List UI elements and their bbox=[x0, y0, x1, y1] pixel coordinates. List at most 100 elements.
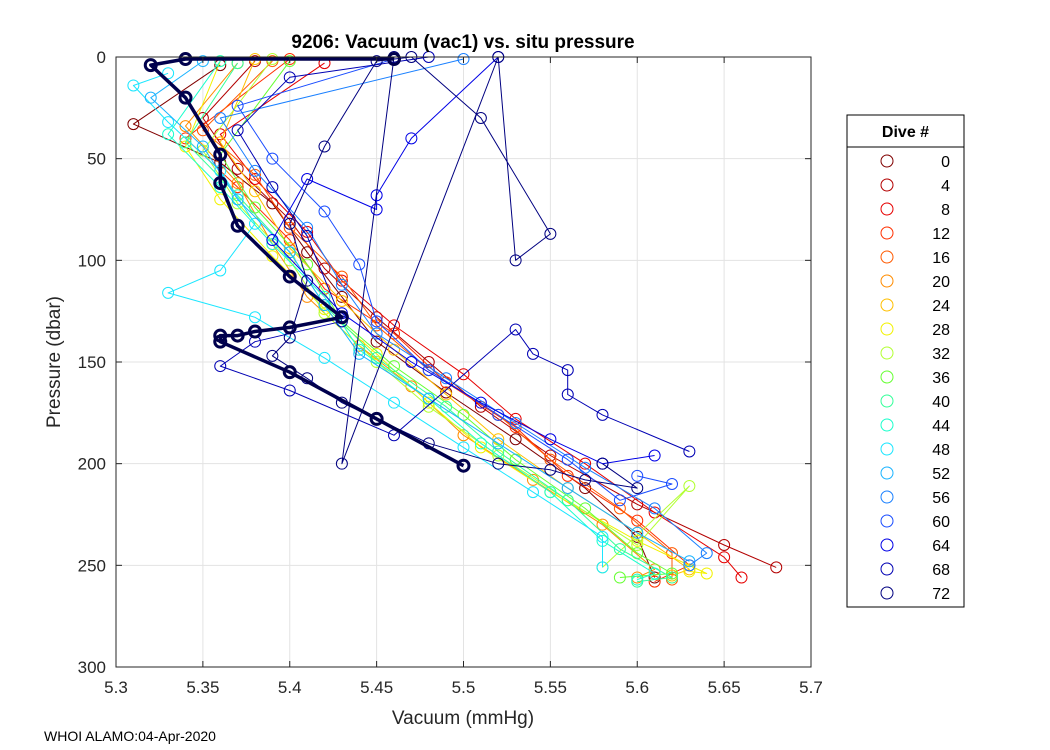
series-line bbox=[219, 58, 708, 566]
legend-label: 12 bbox=[932, 226, 950, 243]
legend-marker bbox=[880, 418, 894, 432]
legend-marker bbox=[880, 226, 894, 240]
data-point bbox=[474, 437, 487, 450]
series-72 bbox=[266, 51, 644, 495]
legend-marker bbox=[880, 322, 894, 336]
data-point bbox=[162, 67, 175, 80]
data-point bbox=[283, 55, 296, 68]
data-point bbox=[456, 458, 471, 473]
series-48 bbox=[127, 67, 609, 574]
legend-label: 72 bbox=[932, 586, 950, 603]
series-line bbox=[202, 60, 673, 580]
data-point bbox=[283, 242, 296, 255]
data-point bbox=[387, 52, 401, 67]
data-point bbox=[282, 269, 297, 284]
data-point bbox=[648, 567, 661, 580]
data-point bbox=[631, 514, 644, 527]
data-point bbox=[127, 79, 140, 92]
series-0 bbox=[127, 59, 661, 584]
data-point bbox=[631, 573, 644, 586]
data-point bbox=[388, 396, 400, 409]
data-point bbox=[248, 324, 262, 339]
data-point bbox=[301, 274, 314, 287]
legend-marker bbox=[880, 586, 894, 600]
data-point bbox=[249, 201, 261, 214]
data-point bbox=[282, 320, 297, 335]
data-point bbox=[230, 218, 245, 233]
data-point bbox=[405, 356, 418, 368]
data-point bbox=[282, 365, 297, 380]
data-point bbox=[544, 433, 557, 446]
series-line bbox=[132, 72, 603, 568]
legend-item: 4 bbox=[880, 178, 950, 195]
data-point bbox=[213, 328, 228, 343]
data-point bbox=[596, 408, 609, 421]
data-point bbox=[249, 164, 261, 177]
legend-label: 64 bbox=[932, 538, 950, 555]
series-56 bbox=[214, 53, 713, 572]
legend-item: 0 bbox=[880, 154, 950, 171]
data-point bbox=[561, 388, 574, 401]
data-point bbox=[178, 52, 193, 67]
x-tick-label: 5.3 bbox=[104, 678, 128, 697]
data-point bbox=[214, 112, 227, 124]
data-point bbox=[335, 278, 348, 291]
legend-marker bbox=[880, 274, 894, 288]
series-64 bbox=[266, 51, 661, 470]
data-point bbox=[162, 116, 175, 129]
data-point bbox=[509, 254, 522, 267]
data-point bbox=[283, 71, 296, 84]
x-axis-label: Vacuum (mmHg) bbox=[392, 708, 534, 729]
data-point bbox=[127, 118, 140, 131]
legend-item: 8 bbox=[880, 202, 950, 219]
data-point bbox=[318, 262, 331, 275]
data-point bbox=[492, 437, 505, 450]
data-point bbox=[544, 449, 557, 462]
data-point bbox=[283, 221, 296, 234]
tick-layer: 5.3 5.35 5.4 5.45 5.5 5.55 5.6 5.65 5.7 0 50 100 150… bbox=[78, 48, 823, 697]
y-tick-label: 0 bbox=[97, 48, 106, 67]
x-tick-label: 5.65 bbox=[708, 678, 741, 697]
data-point bbox=[422, 400, 435, 413]
legend-marker bbox=[880, 514, 894, 528]
x-tick-label: 5.45 bbox=[360, 678, 393, 697]
legend-label: 24 bbox=[932, 298, 950, 315]
data-point bbox=[596, 530, 609, 543]
data-point bbox=[266, 349, 279, 362]
legend-item: 48 bbox=[880, 442, 950, 459]
legend-label: 20 bbox=[932, 274, 950, 291]
data-point bbox=[631, 469, 644, 482]
data-point bbox=[561, 364, 574, 377]
data-point bbox=[318, 299, 331, 312]
legend-label: 40 bbox=[932, 394, 950, 411]
legend-item: 68 bbox=[880, 562, 950, 579]
data-point bbox=[335, 457, 348, 470]
data-point bbox=[179, 136, 192, 149]
series-line bbox=[219, 56, 690, 452]
legend-marker bbox=[880, 370, 894, 384]
data-point bbox=[457, 441, 470, 454]
data-point bbox=[613, 502, 626, 515]
data-point bbox=[457, 53, 470, 66]
legend-marker bbox=[880, 178, 894, 192]
data-point bbox=[249, 217, 261, 230]
data-point bbox=[718, 551, 731, 564]
data-point bbox=[544, 227, 557, 240]
footer-text: WHOI ALAMO:04-Apr-2020 bbox=[44, 728, 216, 744]
legend-label: 36 bbox=[932, 370, 950, 387]
data-point bbox=[231, 162, 244, 175]
data-point bbox=[231, 124, 244, 137]
legend-item: 28 bbox=[880, 322, 950, 339]
data-point bbox=[369, 411, 384, 426]
legend-label: 8 bbox=[941, 202, 950, 219]
series-line bbox=[167, 60, 656, 581]
legend-label: 28 bbox=[932, 322, 950, 339]
data-point bbox=[318, 351, 331, 364]
data-point bbox=[579, 502, 592, 515]
legend-box bbox=[846, 114, 965, 608]
data-point bbox=[422, 392, 435, 405]
data-point bbox=[492, 457, 505, 470]
series-layer bbox=[127, 51, 783, 588]
data-point bbox=[301, 225, 314, 238]
